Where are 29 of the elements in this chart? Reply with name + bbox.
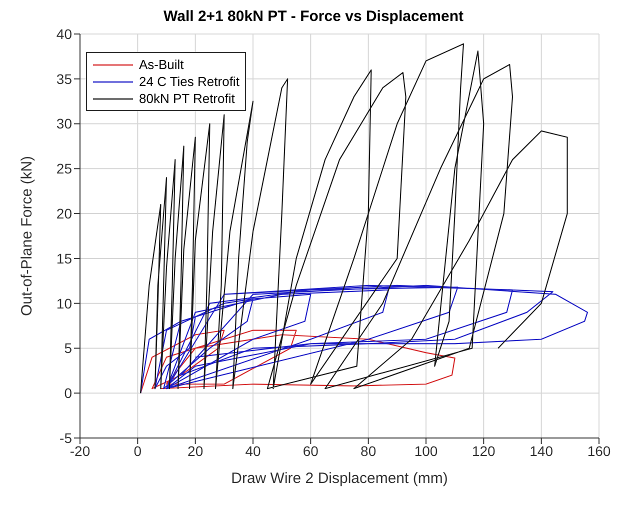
legend-label: 24 C Ties Retrofit — [139, 73, 240, 90]
y-tick-label: 30 — [56, 116, 72, 132]
y-tick-label: -5 — [60, 430, 72, 446]
y-axis-title: Out-of-Plane Force (kN) — [18, 156, 36, 316]
y-tick-label: 20 — [56, 206, 72, 222]
line-series — [140, 330, 456, 394]
x-tick-label: 80 — [360, 442, 376, 459]
y-tick-label: 5 — [64, 340, 72, 356]
legend-label: As-Built — [139, 56, 184, 73]
line-series — [140, 284, 588, 394]
y-tick-label: 25 — [56, 160, 72, 177]
x-tick-label: 120 — [472, 442, 496, 459]
x-tick-label: 0 — [134, 442, 142, 459]
x-tick-label: 100 — [414, 442, 438, 459]
x-tick-label: 60 — [302, 442, 319, 459]
y-tick-label: 10 — [56, 295, 72, 312]
y-tick-label: 35 — [56, 70, 72, 87]
line-series — [140, 43, 568, 394]
x-tick-label: 40 — [245, 442, 261, 459]
x-tick-label: -20 — [70, 442, 90, 459]
y-tick-label: 0 — [64, 385, 72, 402]
legend-label: 80kN PT Retrofit — [139, 90, 235, 107]
chart-title: Wall 2+1 80kN PT - Force vs Displacement — [164, 8, 464, 25]
y-tick-label: 40 — [56, 26, 72, 42]
x-axis-title: Draw Wire 2 Displacement (mm) — [231, 470, 448, 487]
x-tick-label: 140 — [530, 442, 554, 459]
y-tick-label: 15 — [56, 250, 72, 266]
x-tick-label: 160 — [587, 442, 611, 459]
x-tick-label: 20 — [188, 442, 204, 459]
